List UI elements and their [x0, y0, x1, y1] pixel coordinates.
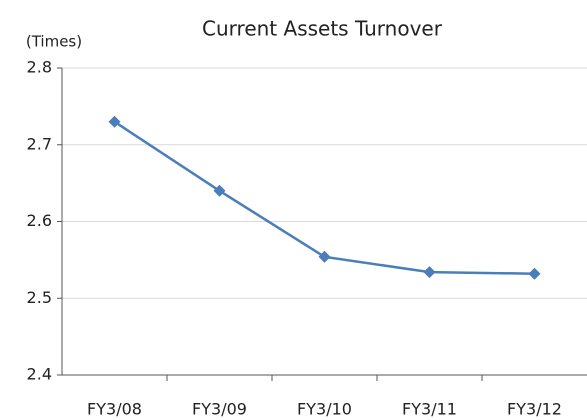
x-tick-label: FY3/10 — [297, 400, 352, 419]
marker — [213, 184, 226, 197]
y-tick-label: 2.7 — [27, 134, 52, 153]
chart-title: Current Assets Turnover — [202, 17, 443, 41]
marker — [528, 267, 541, 280]
y-tick-label: 2.4 — [27, 365, 52, 384]
x-tick-label: FY3/08 — [87, 400, 142, 419]
marker — [108, 115, 121, 128]
marker — [423, 266, 436, 279]
y-tick-label: 2.6 — [27, 211, 52, 230]
x-tick-label: FY3/11 — [402, 400, 457, 419]
marker — [318, 250, 331, 263]
y-tick-label: 2.8 — [27, 58, 52, 77]
y-axis-label: (Times) — [26, 33, 82, 51]
x-tick-label: FY3/12 — [507, 400, 562, 419]
y-tick-label: 2.5 — [27, 288, 52, 307]
x-tick-label: FY3/09 — [192, 400, 247, 419]
